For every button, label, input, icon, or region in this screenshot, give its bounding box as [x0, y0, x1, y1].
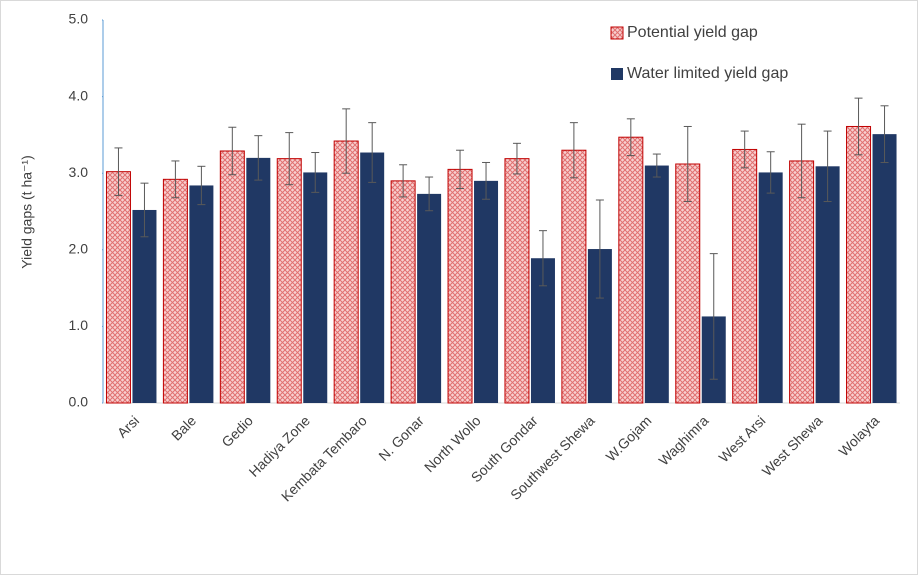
bar: [846, 125, 872, 404]
error-bar: [569, 122, 578, 179]
y-tick-label: 4.0: [69, 87, 89, 103]
error-bar: [595, 199, 604, 299]
error-bar: [683, 125, 692, 203]
x-tick-label: W.Gojam: [603, 412, 655, 464]
error-bar: [797, 123, 806, 199]
error-bar: [311, 152, 320, 193]
bar: [417, 193, 442, 403]
x-tick-label: Wolayta: [835, 412, 882, 459]
legend-swatch: [611, 68, 623, 80]
error-bar: [740, 130, 749, 169]
error-bar: [854, 97, 863, 156]
error-bar: [626, 118, 635, 157]
legend-swatch: [610, 26, 624, 40]
error-bar: [197, 165, 206, 206]
error-bar: [709, 253, 718, 380]
error-bar: [425, 176, 434, 212]
x-tick-label: West Arsi: [715, 412, 768, 465]
x-tick-label: Bale: [168, 412, 199, 443]
bar: [246, 157, 271, 403]
error-bar: [399, 164, 408, 198]
y-tick-label: 3.0: [69, 164, 89, 180]
y-tick-label: 2.0: [69, 241, 89, 257]
x-tick-label: North Wollo: [421, 412, 484, 475]
bar: [390, 180, 416, 404]
bar: [815, 166, 840, 403]
bar: [789, 160, 815, 404]
bar: [333, 140, 359, 404]
legend-label: Water limited yield gap: [627, 65, 788, 82]
y-tick-label: 1.0: [69, 317, 89, 333]
bar: [872, 134, 897, 403]
bar: [504, 158, 530, 404]
error-bar: [114, 147, 123, 196]
error-bar: [342, 108, 351, 174]
error-bar: [456, 149, 465, 190]
error-bar: [652, 153, 661, 178]
bar: [675, 163, 701, 404]
bar: [360, 152, 385, 403]
y-tick-label: 0.0: [69, 394, 89, 410]
x-tick-label: Waghimra: [655, 412, 711, 468]
error-bar: [766, 151, 775, 194]
y-tick-label: 5.0: [69, 11, 89, 27]
bar: [758, 172, 783, 403]
bar: [618, 136, 644, 404]
error-bar: [285, 132, 294, 186]
x-tick-label: N. Gonar: [375, 412, 427, 464]
bar: [189, 185, 214, 403]
error-bar: [880, 105, 889, 163]
error-bar: [228, 126, 237, 176]
error-bar: [823, 130, 832, 203]
bar: [732, 148, 758, 404]
bar: [303, 172, 328, 403]
error-bar: [512, 142, 521, 175]
error-bar: [140, 182, 149, 238]
bar: [561, 149, 587, 404]
bar: [447, 168, 473, 404]
error-bar: [368, 122, 377, 183]
bar: [105, 171, 131, 404]
x-tick-label: West Shewa: [759, 412, 826, 479]
bar: [644, 165, 669, 403]
bar: [219, 150, 245, 404]
bar: [162, 178, 188, 404]
legend-label: Potential yield gap: [627, 24, 758, 41]
y-axis-label: Yield gaps (t ha⁻¹): [19, 155, 35, 268]
x-tick-label: Arsi: [114, 412, 142, 440]
bar: [132, 209, 157, 403]
error-bar: [171, 160, 180, 199]
x-tick-label: Gedio: [218, 412, 256, 450]
bar: [276, 158, 302, 404]
bar: [474, 180, 499, 403]
error-bar: [482, 161, 491, 200]
error-bar: [538, 230, 547, 287]
error-bar: [254, 135, 263, 181]
